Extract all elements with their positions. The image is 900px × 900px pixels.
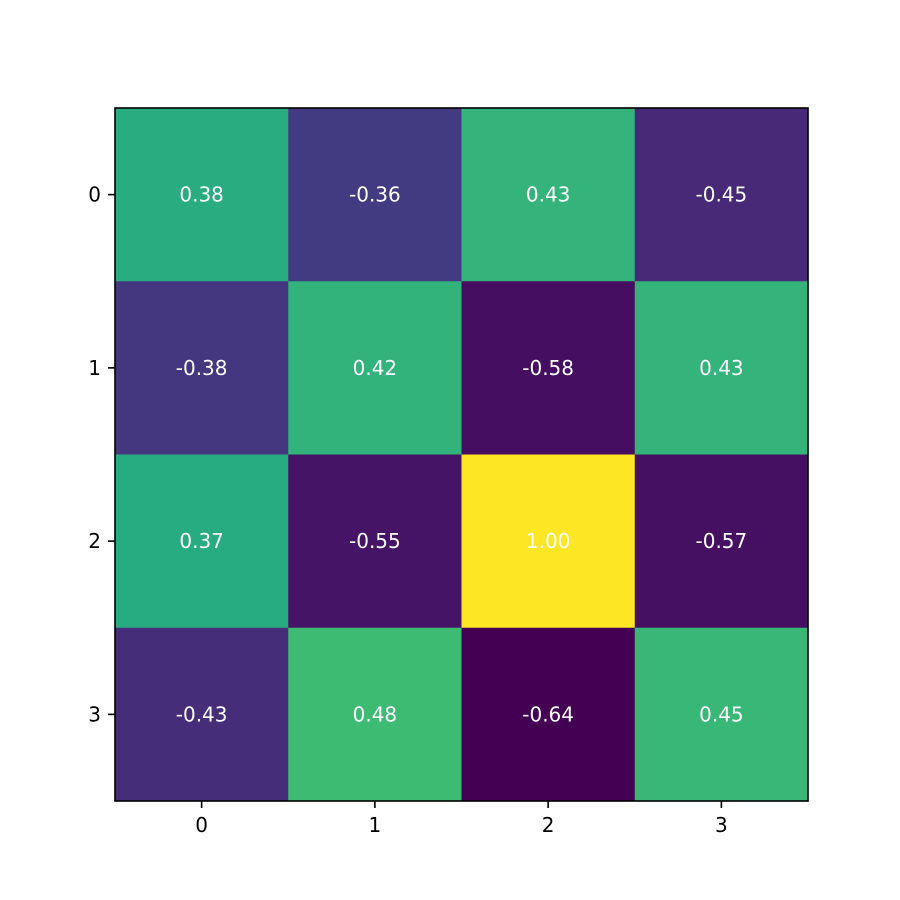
y-tick-label-3: 3 [88,702,101,726]
cell-value-label-r3-c0: -0.43 [176,702,228,726]
heatmap-cell-r3-c3 [634,627,809,802]
heatmap-cell-r1-c3 [634,281,809,455]
cell-value-label-r2-c0: 0.37 [179,529,224,553]
heatmap-cell-r3-c2 [461,627,636,802]
x-tick-label-3: 3 [715,813,728,837]
heatmap-cell-r0-c2 [461,108,636,282]
y-tick-label-0: 0 [88,183,101,207]
cell-value-label-r0-c1: -0.36 [349,183,401,207]
cell-value-label-r0-c2: 0.43 [526,183,571,207]
cell-value-label-r3-c2: -0.64 [522,702,574,726]
x-axis: 0 1 2 3 [195,801,728,837]
heatmap-cell-r2-c3 [634,454,809,629]
y-tick-label-1: 1 [88,356,101,380]
x-tick-label-2: 2 [542,813,555,837]
cell-value-label-r1-c1: 0.42 [353,356,398,380]
heatmap-cell-r3-c1 [288,627,462,802]
cell-value-label-r2-c3: -0.57 [696,529,748,553]
heatmap-cell-labels: 0.38 -0.36 0.43 -0.45 -0.38 0.42 -0.58 0.43 0.37… [176,183,748,727]
heatmap-cell-r2-c2 [461,454,636,629]
cell-value-label-r2-c1: -0.55 [349,529,401,553]
cell-value-label-r2-c2: 1.00 [526,529,571,553]
cell-value-label-r1-c3: 0.43 [699,356,744,380]
y-axis: 0 1 2 3 [88,183,115,726]
heatmap-cell-r3-c0 [115,627,289,802]
cell-value-label-r0-c3: -0.45 [696,183,748,207]
cell-value-label-r0-c0: 0.38 [179,183,224,207]
heatmap-cell-r2-c0 [115,454,289,629]
heatmap-cell-r0-c1 [288,108,462,282]
heatmap-cell-r1-c0 [115,281,289,455]
heatmap-cell-r1-c2 [461,281,636,455]
cell-value-label-r1-c0: -0.38 [176,356,228,380]
cell-value-label-r3-c3: 0.45 [699,702,744,726]
x-tick-label-0: 0 [195,813,208,837]
plot-frame [114,107,809,802]
cell-value-label-r3-c1: 0.48 [353,702,398,726]
heatmap-cell-r0-c3 [634,108,809,282]
heatmap-cell-r2-c1 [288,454,462,629]
heatmap-cell-r1-c1 [288,281,462,455]
cell-value-label-r1-c2: -0.58 [522,356,574,380]
x-tick-label-1: 1 [369,813,382,837]
heatmap-cell-r0-c0 [115,108,289,282]
y-tick-label-2: 2 [88,529,101,553]
heatmap-cells [115,108,809,802]
